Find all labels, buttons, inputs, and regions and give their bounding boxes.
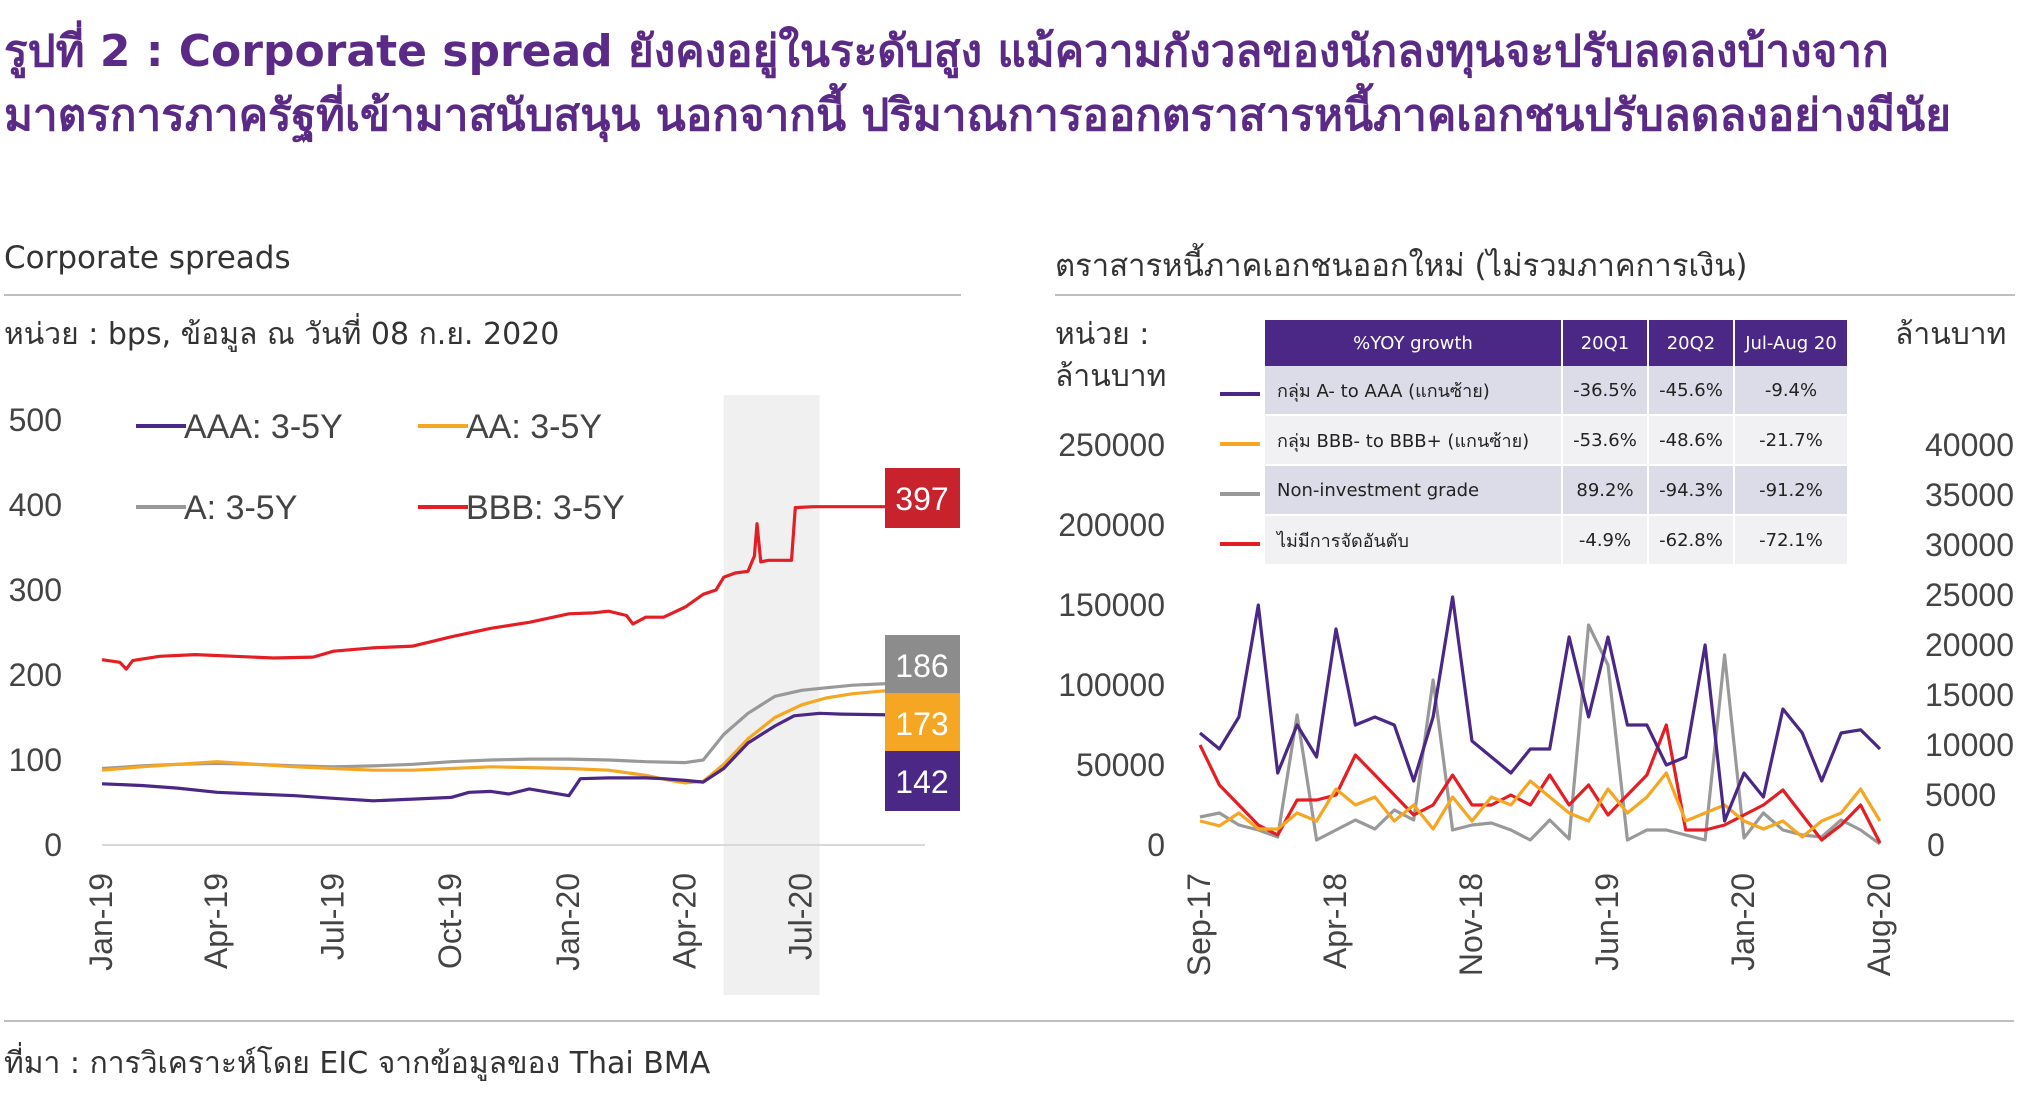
left-y-tick-label: 150000 — [1058, 587, 1165, 623]
right-axis-unit: ล้านบาท — [1895, 317, 2007, 352]
left-divider — [4, 294, 961, 296]
left-y-tick-label: 100000 — [1058, 667, 1165, 703]
x-tick-label: Jan-19 — [83, 873, 119, 971]
table-cell: -45.6% — [1648, 366, 1735, 416]
series-line-bbb — [101, 505, 890, 671]
legend-label: AAA: 3-5Y — [184, 408, 343, 446]
table-cell: -9.4% — [1734, 366, 1849, 416]
x-tick-label: Jul-19 — [315, 873, 351, 960]
right-y-tick-label: 35000 — [1925, 477, 2014, 513]
table-header: 20Q1 — [1562, 320, 1649, 366]
right-divider — [1055, 294, 2015, 296]
table-cell: -36.5% — [1562, 366, 1649, 416]
legend-key-a-to-aaa — [1220, 392, 1260, 396]
left-y-tick-label: 0 — [1147, 827, 1165, 863]
left-y-tick-label: 50000 — [1076, 747, 1165, 783]
right-y-tick-label: 5000 — [1925, 777, 1996, 813]
end-value-box — [885, 693, 960, 753]
table-row: กลุ่ม BBB- to BBB+ (แกนซ้าย) -53.6% -48.… — [1265, 415, 1849, 466]
right-y-tick-label: 40000 — [1925, 427, 2014, 463]
end-value-label: 186 — [895, 648, 948, 684]
y-tick-label: 500 — [9, 402, 62, 438]
x-tick-label: Apr-19 — [198, 873, 234, 969]
x-tick-label: Oct-19 — [432, 873, 468, 969]
end-value-label: 142 — [895, 764, 948, 800]
y-tick-label: 0 — [44, 827, 62, 863]
right-y-tick-label: 10000 — [1925, 727, 2014, 763]
table-row-label: กลุ่ม A- to AAA (แกนซ้าย) — [1265, 366, 1563, 416]
x-tick-label: Apr-18 — [1317, 873, 1353, 969]
table-cell: -72.1% — [1734, 515, 1849, 566]
left-y-tick-label: 200000 — [1058, 507, 1165, 543]
legend-key-non-investment — [1220, 492, 1260, 496]
left-unit-note: หน่วย : bps, ข้อมูล ณ วันที่ 08 ก.ย. 202… — [4, 317, 560, 352]
right-y-tick-label: 15000 — [1925, 677, 2014, 713]
table-cell: -94.3% — [1648, 465, 1735, 516]
figure-title: รูปที่ 2 : Corporate spread ยังคงอยู่ในร… — [4, 26, 1952, 141]
table-header: Jul-Aug 20 — [1734, 320, 1849, 366]
table-cell: -4.9% — [1562, 515, 1649, 566]
x-tick-label: Jun-19 — [1589, 873, 1625, 971]
table-cell: -21.7% — [1734, 415, 1849, 466]
yoy-growth-table: %YOY growth 20Q1 20Q2 Jul-Aug 20 กลุ่ม A… — [1265, 320, 1849, 566]
x-tick-label: Jul-20 — [783, 873, 819, 960]
table-row-label: กลุ่ม BBB- to BBB+ (แกนซ้าย) — [1265, 415, 1563, 466]
left-chart-title: Corporate spreads — [4, 240, 291, 276]
x-tick-label: Sep-17 — [1181, 873, 1217, 976]
x-tick-label: Jan-20 — [1725, 873, 1761, 971]
right-y-tick-label: 25000 — [1925, 577, 2014, 613]
bond-issuance-chart: 0 50000 100000 150000 200000 250000 0 5000 10000… — [1058, 427, 2014, 976]
end-value-label: 173 — [895, 706, 948, 742]
series-line-aa — [101, 688, 891, 785]
table-row: กลุ่ม A- to AAA (แกนซ้าย) -36.5% -45.6% … — [1265, 366, 1849, 416]
x-tick-label: Apr-20 — [666, 873, 702, 969]
issuance-series-line — [1199, 771, 1882, 839]
shaded-period — [723, 395, 820, 995]
x-tick-label: Aug-20 — [1861, 873, 1897, 976]
legend-label: BBB: 3-5Y — [466, 489, 625, 527]
table-row: Non-investment grade 89.2% -94.3% -91.2% — [1265, 465, 1849, 516]
table-cell: -91.2% — [1734, 465, 1849, 516]
table-header: 20Q2 — [1648, 320, 1735, 366]
end-value-box — [885, 751, 960, 811]
y-tick-label: 100 — [9, 742, 62, 778]
right-chart-title: ตราสารหนี้ภาคเอกชนออกใหม่ (ไม่รวมภาคการเ… — [1055, 248, 1748, 284]
left-axis-unit: หน่วย : ล้านบาท — [1055, 317, 1167, 394]
table-row: ไม่มีการจัดอันดับ -4.9% -62.8% -72.1% — [1265, 515, 1849, 566]
table-cell: -48.6% — [1648, 415, 1735, 466]
right-y-tick-label: 20000 — [1925, 627, 2014, 663]
series-line-aaa — [101, 711, 891, 803]
table-header: %YOY growth — [1265, 320, 1563, 366]
end-value-label: 397 — [895, 481, 948, 517]
issuance-series-line — [1198, 595, 1882, 823]
legend-key-unrated — [1220, 542, 1260, 546]
legend-label: A: 3-5Y — [184, 489, 297, 527]
right-y-tick-label: 30000 — [1925, 527, 2014, 563]
table-row-label: Non-investment grade — [1265, 465, 1563, 516]
left-y-tick-label: 250000 — [1058, 427, 1165, 463]
y-tick-label: 200 — [9, 657, 62, 693]
y-tick-label: 400 — [9, 487, 62, 523]
table-cell: -62.8% — [1648, 515, 1735, 566]
x-tick-label: Nov-18 — [1453, 873, 1489, 976]
table-cell: -53.6% — [1562, 415, 1649, 466]
right-y-tick-label: 0 — [1927, 827, 1945, 863]
table-row-label: ไม่มีการจัดอันดับ — [1265, 515, 1563, 566]
x-tick-label: Jan-20 — [550, 873, 586, 971]
footer-divider — [4, 1020, 2014, 1022]
corporate-spreads-chart: 0 100 200 300 400 500 Jan-19 Apr-19 Jul-19 Oct-19… — [9, 395, 960, 995]
source-note: ที่มา : การวิเคราะห์โดย EIC จากข้อมูลของ… — [4, 1046, 711, 1081]
legend-label: AA: 3-5Y — [466, 408, 602, 446]
end-value-box — [885, 635, 960, 695]
legend-key-bbb — [1220, 442, 1260, 446]
table-cell: 89.2% — [1562, 465, 1649, 516]
y-tick-label: 300 — [9, 572, 62, 608]
end-value-box — [885, 468, 960, 528]
